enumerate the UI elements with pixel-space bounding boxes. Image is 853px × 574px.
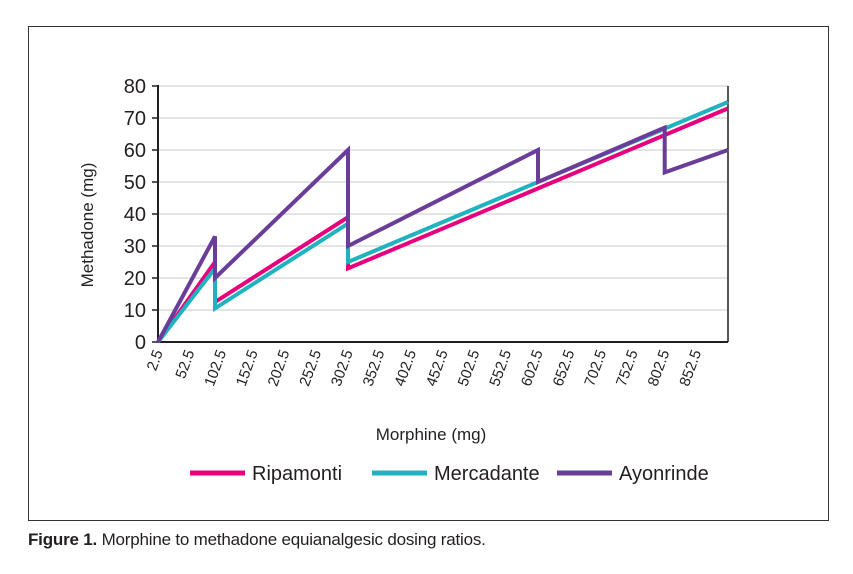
- y-axis-label: Methadone (mg): [78, 163, 97, 288]
- y-tick-label-10: 10: [124, 300, 146, 322]
- x-tick-label-802.5: 802.5: [645, 348, 674, 389]
- x-tick-label-252.5: 252.5: [296, 348, 325, 389]
- y-tick-label-50: 50: [124, 172, 146, 194]
- x-tick-label-502.5: 502.5: [455, 348, 484, 389]
- chart: 0 10 20 30 40 50 60 70 80 2.5 52.5 102.5 152.5 202.5…: [78, 76, 729, 485]
- y-tick-label-40: 40: [124, 204, 146, 226]
- legend-label-ayonrinde: Ayonrinde: [619, 463, 709, 485]
- caption-label: Figure 1.: [28, 530, 98, 549]
- x-tick-label-552.5: 552.5: [486, 348, 515, 389]
- y-tick-labels: 0 10 20 30 40 50 60 70 80: [124, 76, 146, 354]
- figure-caption: Figure 1. Morphine to methadone equianal…: [28, 530, 486, 550]
- x-tick-label-852.5: 852.5: [676, 348, 705, 389]
- x-tick-label-302.5: 302.5: [328, 348, 357, 389]
- x-tick-label-752.5: 752.5: [613, 348, 642, 389]
- series-lines: [156, 100, 729, 344]
- y-tick-label-80: 80: [124, 76, 146, 98]
- caption-text: Morphine to methadone equianalgesic dosi…: [97, 530, 486, 549]
- axes: [152, 85, 729, 343]
- y-tick-label-0: 0: [135, 332, 146, 354]
- x-tick-label-152.5: 152.5: [233, 348, 262, 389]
- series-line-ayonrinde: [156, 124, 729, 343]
- x-tick-label-2.5: 2.5: [144, 348, 167, 373]
- x-tick-label-702.5: 702.5: [581, 348, 610, 389]
- x-tick-label-602.5: 602.5: [518, 348, 547, 389]
- legend-label-mercadante: Mercadante: [434, 463, 540, 485]
- series-line-mercadante: [156, 100, 729, 344]
- y-tick-label-20: 20: [124, 268, 146, 290]
- y-tick-label-30: 30: [124, 236, 146, 258]
- x-axis-label: Morphine (mg): [376, 425, 487, 444]
- series-line-ripamonti: [156, 106, 729, 344]
- x-tick-label-402.5: 402.5: [391, 348, 420, 389]
- x-tick-label-52.5: 52.5: [172, 348, 198, 381]
- x-tick-labels: 2.5 52.5 102.5 152.5 202.5 252.5 302.5 352.5 402…: [144, 348, 705, 389]
- y-tick-label-70: 70: [124, 108, 146, 130]
- x-tick-label-202.5: 202.5: [265, 348, 294, 389]
- x-tick-label-452.5: 452.5: [423, 348, 452, 389]
- y-tick-label-60: 60: [124, 140, 146, 162]
- figure-frame: 0 10 20 30 40 50 60 70 80 2.5 52.5 102.5 152.5 202.5…: [28, 26, 829, 521]
- legend: Ripamonti Mercadante Ayonrinde: [190, 463, 709, 485]
- legend-label-ripamonti: Ripamonti: [252, 463, 342, 485]
- x-tick-label-352.5: 352.5: [360, 348, 389, 389]
- x-tick-label-652.5: 652.5: [550, 348, 579, 389]
- x-tick-label-102.5: 102.5: [201, 348, 230, 389]
